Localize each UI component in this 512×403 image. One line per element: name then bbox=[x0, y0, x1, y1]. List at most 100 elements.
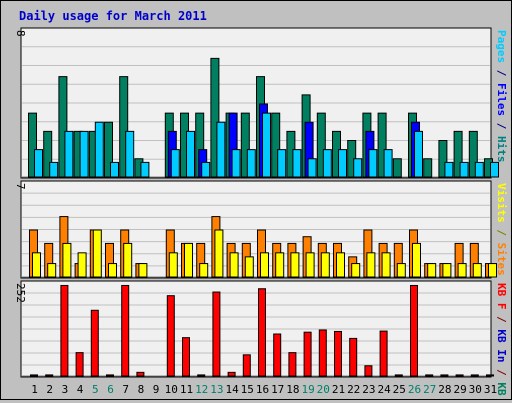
bar-pages-day-21 bbox=[338, 149, 347, 178]
bar-hits-day-28 bbox=[438, 140, 448, 178]
bar-hits-day-15 bbox=[240, 112, 250, 178]
y-axis-label-part: KB Out bbox=[495, 382, 508, 399]
bar-kb-f-day-21 bbox=[334, 330, 342, 377]
y-axis-label-part: / bbox=[495, 223, 508, 243]
y-axis-label-part: Hits bbox=[495, 136, 508, 163]
bar-kb-f-day-19 bbox=[303, 331, 312, 377]
bar-pages-day-12 bbox=[201, 161, 211, 178]
bar-hits-day-24 bbox=[377, 112, 387, 178]
y-max-label: 8 bbox=[14, 30, 27, 37]
bar-pages-day-22 bbox=[353, 158, 363, 178]
y-axis-label-part: Visits bbox=[495, 183, 508, 223]
x-tick-label-16: 16 bbox=[256, 383, 269, 396]
bar-kb-f-day-11 bbox=[182, 337, 190, 377]
bar-pages-day-30 bbox=[474, 161, 484, 178]
x-tick-label-20: 20 bbox=[317, 383, 330, 396]
bar-visits-day-15 bbox=[244, 256, 254, 278]
bar-hits-day-29 bbox=[453, 130, 463, 178]
y-axis-label-part: Files bbox=[495, 83, 508, 116]
bar-pages-day-28 bbox=[444, 161, 454, 178]
bar-hits-day-7 bbox=[119, 76, 129, 178]
bar-pages-day-4 bbox=[79, 130, 89, 178]
bar-pages-day-1 bbox=[34, 149, 43, 178]
bar-pages-day-24 bbox=[383, 149, 393, 178]
bar-hits-day-17 bbox=[271, 112, 281, 178]
bar-visits-day-17 bbox=[275, 252, 285, 278]
bar-hits-day-13 bbox=[210, 57, 220, 178]
bar-visits-day-19 bbox=[305, 252, 315, 278]
x-tick-label-17: 17 bbox=[271, 383, 284, 396]
x-tick-label-19: 19 bbox=[301, 383, 314, 396]
bar-visits-day-3 bbox=[62, 242, 72, 278]
x-tick-label-1: 1 bbox=[31, 383, 38, 396]
bar-visits-day-11 bbox=[184, 242, 193, 278]
bar-kb-f-day-26 bbox=[410, 284, 418, 377]
bar-visits-day-18 bbox=[290, 252, 300, 278]
x-tick-label-11: 11 bbox=[180, 383, 193, 396]
x-tick-label-9: 9 bbox=[153, 383, 160, 396]
bar-pages-day-11 bbox=[186, 130, 195, 178]
panel-middle: 7 Visits / Sites bbox=[14, 180, 508, 279]
x-tick-label-31: 31 bbox=[484, 383, 497, 396]
y-axis-label-part: KB In bbox=[495, 329, 508, 362]
y-axis-label-part: / bbox=[495, 63, 508, 83]
y-max-label: 252 bbox=[14, 283, 27, 303]
bar-kb-f-day-13 bbox=[212, 291, 221, 377]
bar-pages-day-15 bbox=[246, 149, 256, 178]
bar-pages-day-19 bbox=[307, 158, 317, 178]
bar-kb-f-day-8 bbox=[136, 371, 145, 377]
bar-hits-day-3 bbox=[58, 76, 68, 178]
bar-hits-day-20 bbox=[316, 112, 326, 178]
x-tick-label-4: 4 bbox=[77, 383, 84, 396]
y-axis-label-part: / bbox=[495, 363, 508, 383]
bar-visits-day-31 bbox=[488, 263, 497, 278]
bar-hits-day-27 bbox=[423, 158, 433, 178]
y-max-label: 7 bbox=[14, 183, 27, 190]
bar-kb-f-day-5 bbox=[90, 309, 99, 377]
x-tick-label-10: 10 bbox=[165, 383, 178, 396]
bar-kb-f-day-7 bbox=[121, 284, 130, 377]
x-tick-label-26: 26 bbox=[408, 383, 421, 396]
bar-visits-day-12 bbox=[199, 263, 209, 278]
bar-visits-day-14 bbox=[229, 252, 239, 278]
bar-pages-day-31 bbox=[490, 161, 499, 178]
y-axis-label: KB F / KB In / KB Out bbox=[495, 283, 508, 399]
x-tick-label-18: 18 bbox=[286, 383, 299, 396]
x-tick-label-28: 28 bbox=[438, 383, 451, 396]
bar-kb-f-day-4 bbox=[75, 352, 84, 377]
bar-hits-day-1 bbox=[28, 112, 37, 178]
bar-pages-day-17 bbox=[277, 149, 287, 178]
bar-pages-day-20 bbox=[322, 149, 332, 178]
bar-visits-day-24 bbox=[381, 252, 391, 278]
bar-visits-day-26 bbox=[412, 242, 421, 278]
panel-bottom: 252 KB F / KB In / KB Out bbox=[14, 280, 508, 403]
bar-kb-f-day-6 bbox=[106, 374, 114, 377]
y-axis-label-part: Sites bbox=[495, 243, 508, 276]
x-tick-label-15: 15 bbox=[241, 383, 254, 396]
bar-kb-f-day-3 bbox=[60, 284, 69, 377]
y-axis-label-part: KB F bbox=[495, 283, 508, 310]
bar-pages-day-5 bbox=[94, 121, 104, 178]
bar-pages-day-14 bbox=[231, 149, 241, 178]
bar-hits-day-6 bbox=[104, 121, 113, 178]
bar-visits-day-21 bbox=[336, 252, 345, 278]
x-tick-label-2: 2 bbox=[46, 383, 53, 396]
bar-kb-f-day-31 bbox=[486, 374, 494, 377]
bar-visits-day-10 bbox=[168, 252, 178, 278]
x-tick-label-21: 21 bbox=[332, 383, 345, 396]
bar-visits-day-2 bbox=[47, 263, 57, 278]
bar-visits-day-22 bbox=[351, 263, 361, 278]
bar-kb-f-day-18 bbox=[288, 352, 297, 377]
bar-pages-day-10 bbox=[170, 149, 180, 178]
bar-visits-day-29 bbox=[457, 263, 467, 278]
bar-visits-day-28 bbox=[442, 263, 452, 278]
bar-pages-day-18 bbox=[292, 149, 302, 178]
y-axis-label-part: / bbox=[495, 310, 508, 330]
bar-hits-day-25 bbox=[392, 158, 402, 178]
bar-pages-day-3 bbox=[64, 130, 74, 178]
bar-hits-day-30 bbox=[468, 130, 478, 178]
bar-visits-day-13 bbox=[214, 229, 224, 278]
x-tick-label-3: 3 bbox=[62, 383, 69, 396]
bar-kb-f-day-2 bbox=[45, 374, 54, 377]
